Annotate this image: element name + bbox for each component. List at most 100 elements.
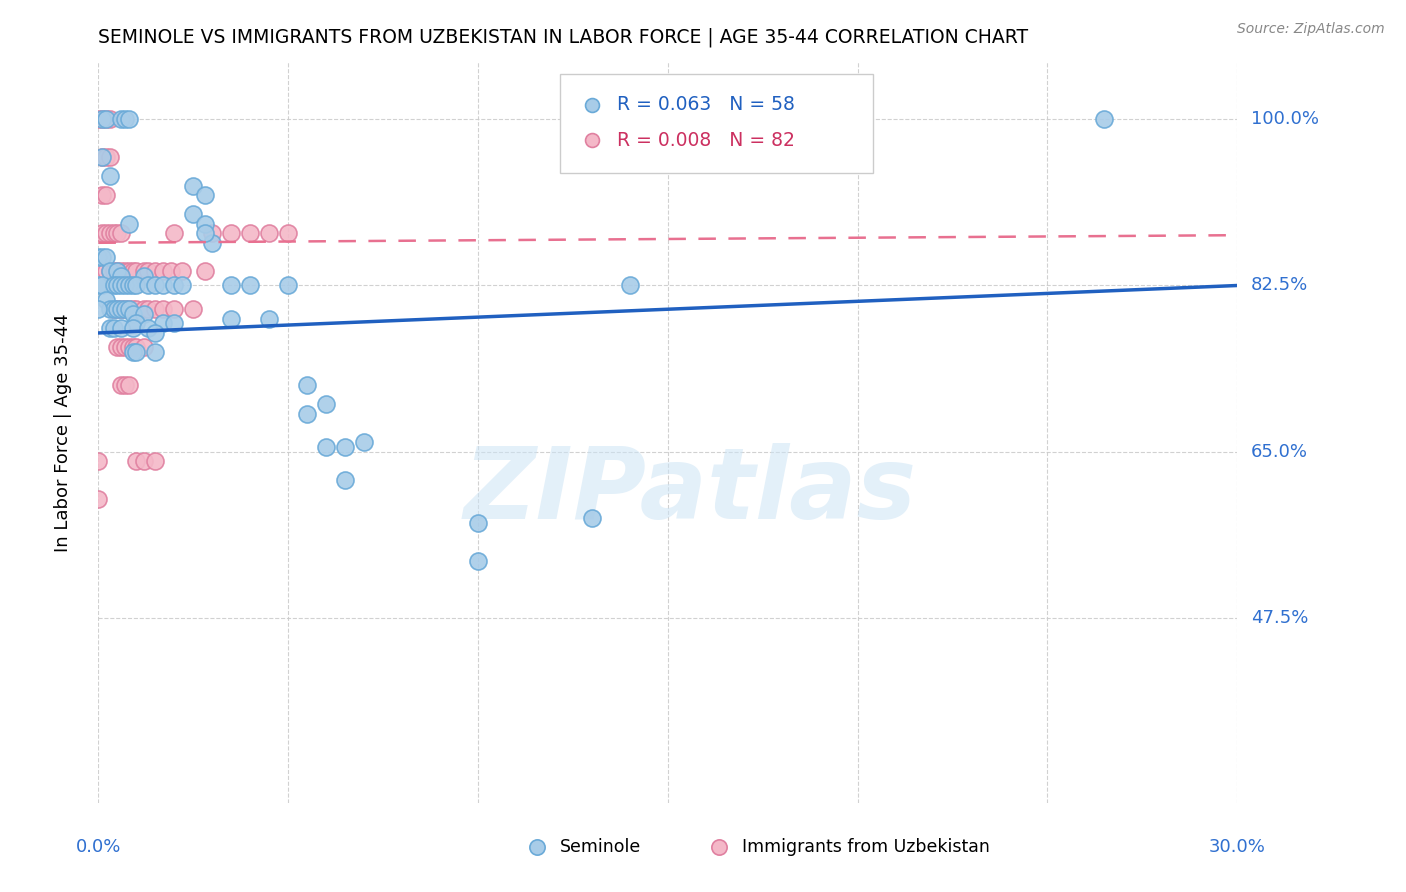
Point (91, 150, 114, 164)
Point (201, 235, 224, 250)
Point (121, 264, 143, 278)
Point (159, 264, 181, 278)
Point (103, 302, 125, 317)
Point (183, 207, 205, 221)
Point (87, 491, 110, 506)
Point (132, 268, 155, 283)
Point (118, 302, 141, 317)
Point (110, 302, 132, 317)
Point (118, 278, 141, 293)
Point (170, 264, 193, 278)
Point (87, 112, 110, 127)
Text: 65.0%: 65.0% (1251, 442, 1308, 460)
Point (94, 250, 117, 264)
Point (121, 302, 143, 317)
FancyBboxPatch shape (560, 73, 873, 173)
Point (110, 321, 132, 335)
Point (107, 302, 129, 317)
Point (110, 340, 132, 354)
Point (110, 378, 132, 392)
Point (125, 340, 148, 354)
Point (114, 340, 136, 354)
Point (239, 227, 262, 241)
Point (136, 278, 159, 293)
Point (467, 516, 489, 530)
Point (125, 302, 148, 317)
Point (315, 440, 337, 454)
Point (98, 264, 121, 278)
Point (103, 264, 125, 278)
Point (87, 250, 110, 264)
Point (581, 511, 603, 525)
Point (163, 317, 186, 331)
Point (121, 321, 143, 335)
Point (103, 227, 125, 241)
Point (145, 345, 167, 359)
Point (110, 302, 132, 317)
Point (163, 227, 186, 241)
Point (98, 227, 121, 241)
Point (132, 307, 155, 321)
Text: SEMINOLE VS IMMIGRANTS FROM UZBEKISTAN IN LABOR FORCE | AGE 35-44 CORRELATION CH: SEMINOLE VS IMMIGRANTS FROM UZBEKISTAN I… (98, 28, 1029, 47)
Point (118, 302, 141, 317)
Point (125, 317, 148, 331)
Point (170, 278, 193, 293)
Point (152, 264, 174, 278)
Point (132, 302, 155, 317)
Point (118, 217, 141, 231)
Point (145, 278, 167, 293)
Text: 0.0%: 0.0% (76, 838, 121, 855)
Point (239, 278, 262, 293)
Point (145, 264, 167, 278)
Point (87, 454, 110, 468)
Point (922, 871, 945, 886)
Point (121, 278, 143, 293)
Point (98, 321, 121, 335)
Point (297, 378, 319, 392)
Point (132, 454, 155, 468)
Point (103, 278, 125, 293)
Y-axis label: In Labor Force | Age 35-44: In Labor Force | Age 35-44 (53, 313, 72, 552)
Point (125, 278, 148, 293)
Point (297, 407, 319, 421)
Point (110, 268, 132, 283)
Point (114, 302, 136, 317)
Point (98, 112, 121, 127)
Point (163, 278, 186, 293)
Point (277, 278, 299, 293)
Point (136, 321, 159, 335)
Point (335, 473, 357, 487)
Text: Seminole: Seminole (560, 838, 641, 856)
Point (194, 264, 217, 278)
Point (152, 302, 174, 317)
Point (98, 302, 121, 317)
Point (221, 227, 243, 241)
Point (91, 250, 114, 264)
Point (103, 321, 125, 335)
Point (467, 554, 489, 568)
Point (145, 454, 167, 468)
Point (132, 264, 155, 278)
Point (94, 188, 117, 202)
Point (118, 264, 141, 278)
Point (94, 293, 117, 307)
Point (183, 178, 205, 193)
Point (110, 278, 132, 293)
Point (107, 264, 129, 278)
Point (259, 311, 281, 326)
Point (118, 112, 141, 127)
Point (94, 112, 117, 127)
Point (114, 302, 136, 317)
Text: Immigrants from Uzbekistan: Immigrants from Uzbekistan (742, 838, 990, 856)
Point (125, 454, 148, 468)
Point (277, 227, 299, 241)
Point (619, 278, 641, 293)
Point (91, 188, 114, 202)
Point (98, 264, 121, 278)
Text: Source: ZipAtlas.com: Source: ZipAtlas.com (1237, 22, 1385, 37)
Point (808, 112, 831, 127)
Point (91, 278, 114, 293)
Point (125, 264, 148, 278)
Point (91, 227, 114, 241)
Point (107, 227, 129, 241)
